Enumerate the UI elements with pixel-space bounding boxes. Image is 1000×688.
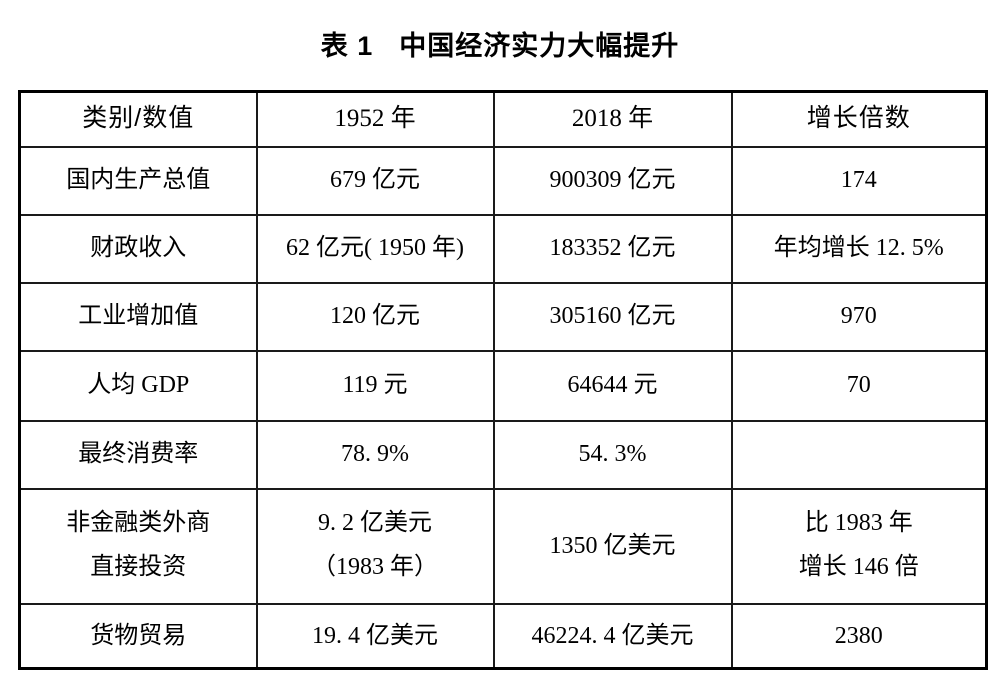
column-header-category: 类别/数值 [18, 90, 258, 148]
column-header-2018: 2018 年 [492, 90, 733, 148]
table-cell: 工业增加值 [18, 281, 258, 352]
table-cell: 174 [730, 145, 988, 216]
table-number-label: 表 1 [320, 31, 374, 61]
table-cell: 财政收入 [18, 213, 258, 284]
table-cell: 679 亿元 [255, 145, 495, 216]
table-row: 人均 GDP 119 元 64644 元 70 [18, 349, 988, 422]
table-row: 国内生产总值 679 亿元 900309 亿元 174 [18, 145, 988, 216]
table-row: 货物贸易 19. 4 亿美元 46224. 4 亿美元 2380 [18, 602, 988, 670]
table-cell: 比 1983 年 增长 146 倍 [730, 487, 988, 605]
header-row: 类别/数值 1952 年 2018 年 增长倍数 [18, 90, 988, 148]
cell-line: 非金融类外商 [66, 510, 211, 537]
table-cell: 年均增长 12. 5% [730, 213, 988, 284]
table-cell: 国内生产总值 [18, 145, 258, 216]
cell-line: （1983 年） [312, 554, 438, 580]
table-cell: 54. 3% [492, 419, 733, 490]
table-cell: 人均 GDP [18, 349, 258, 422]
column-header-growth: 增长倍数 [730, 90, 988, 148]
cell-line: 比 1983 年 [804, 510, 913, 537]
cell-line: 直接投资 [90, 554, 187, 580]
table-cell: 78. 9% [255, 419, 495, 490]
table-cell: 183352 亿元 [492, 213, 733, 284]
table-cell: 900309 亿元 [492, 145, 733, 216]
table-row: 最终消费率 78. 9% 54. 3% [18, 419, 988, 490]
table-cell: 1350 亿美元 [492, 487, 733, 605]
table-cell: 120 亿元 [255, 281, 495, 352]
table-cell: 64644 元 [492, 349, 733, 422]
table-cell: 9. 2 亿美元 （1983 年） [255, 487, 495, 605]
table-cell: 62 亿元( 1950 年) [255, 213, 495, 284]
economic-strength-table: 类别/数值 1952 年 2018 年 增长倍数 国内生产总值 679 亿元 9… [18, 90, 988, 670]
table-cell: 货物贸易 [18, 602, 258, 670]
table-row: 财政收入 62 亿元( 1950 年) 183352 亿元 年均增长 12. 5… [18, 213, 988, 284]
table-row: 非金融类外商 直接投资 9. 2 亿美元 （1983 年） 1350 亿美元 比… [18, 487, 988, 605]
table-cell: 非金融类外商 直接投资 [18, 487, 258, 605]
column-header-1952: 1952 年 [255, 90, 495, 148]
table-row: 工业增加值 120 亿元 305160 亿元 970 [18, 281, 988, 352]
table-title: 表 1 中国经济实力大幅提升 [0, 24, 1000, 63]
table-cell [730, 419, 988, 490]
cell-line: 9. 2 亿美元 [318, 510, 432, 537]
cell-line: 增长 146 倍 [798, 554, 919, 580]
table-cell: 19. 4 亿美元 [255, 602, 495, 670]
table-title-text: 中国经济实力大幅提升 [399, 31, 680, 61]
table-cell: 70 [730, 349, 988, 422]
table-cell: 最终消费率 [18, 419, 258, 490]
table-cell: 2380 [730, 602, 988, 670]
table-cell: 119 元 [255, 349, 495, 422]
table-cell: 46224. 4 亿美元 [492, 602, 733, 670]
table-cell: 305160 亿元 [492, 281, 733, 352]
table-cell: 970 [730, 281, 988, 352]
